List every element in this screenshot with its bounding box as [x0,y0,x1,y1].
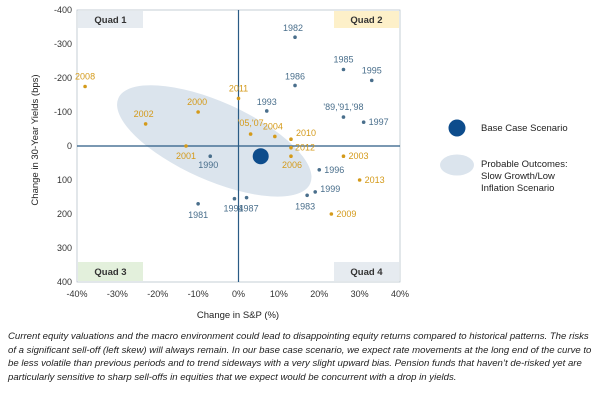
data-label: 1999 [320,184,340,194]
data-point-orange [341,154,346,158]
data-label: 1987 [239,204,259,214]
data-label: 2009 [336,209,356,219]
data-label: 1986 [285,71,305,81]
base-case-marker [252,148,269,165]
data-point-orange [289,145,293,150]
data-label: 1995 [362,65,382,75]
chart-caption: Current equity valuations and the macro … [8,331,592,383]
data-point-orange [184,144,188,148]
quadrant-box-1 [78,11,143,28]
y-tick-label: 100 [57,175,72,185]
x-tick-label: -10% [188,289,209,299]
data-label: 1985 [333,55,353,65]
y-tick-label: -200 [54,73,72,83]
x-tick-label: -30% [107,289,128,299]
x-tick-label: -40% [66,289,87,299]
y-tick-label: -300 [54,39,72,49]
x-tick-label: 40% [391,289,409,299]
data-label: '89,'91,'98 [323,102,363,112]
data-point-blue [293,83,297,88]
quadrant-box-2 [334,11,399,28]
data-label: 1982 [283,23,303,33]
data-point-blue [369,78,374,83]
x-tick-label: 20% [310,289,328,299]
data-point-orange [236,96,241,101]
quadrant-box-4 [334,262,399,281]
data-label: 1990 [198,160,218,170]
x-tick-label: 30% [351,289,369,299]
data-label: 2003 [348,151,368,161]
data-label: 2004 [263,121,283,131]
data-point-blue [317,168,322,172]
data-point-orange [357,178,362,182]
y-tick-label: 0 [67,141,72,151]
data-label: 2010 [296,128,316,138]
probable-outcomes-ellipse [117,85,312,197]
data-point-orange [329,212,334,216]
x-axis-title: Change in S&P (%) [197,310,279,321]
quadrant-label-2: Quad 2 [350,15,382,26]
scenario-scatter-chart: Quad 1 Quad 2 Quad 3 Quad 4 -40% -30% -20% -10%… [30,5,568,321]
data-point-blue [232,196,237,201]
data-label: 2000 [187,97,207,107]
legend-base-case-label: Base Case Scenario [481,123,568,134]
data-label: 2013 [365,175,385,185]
data-label: 1997 [369,117,389,127]
data-point-orange [83,84,87,89]
legend-probable-outcomes-swatch [440,154,474,176]
data-label: 2006 [282,160,302,170]
data-point-orange [196,110,200,114]
data-label: 1996 [324,165,344,175]
data-point-blue [196,202,200,206]
quadrant-label-1: Quad 1 [94,15,127,26]
x-tick-label: 10% [270,289,288,299]
data-point-blue [361,120,366,124]
data-label: 2001 [176,151,196,161]
data-label: 1983 [295,201,315,211]
data-point-orange [289,137,293,141]
data-label: 2012 [295,143,315,153]
data-point-orange [248,132,253,136]
data-point-blue [305,193,309,198]
data-point-blue [293,35,297,39]
data-label: '05,'07 [238,118,264,128]
quadrant-box-3 [78,262,143,281]
data-point-orange [143,122,148,126]
data-point-orange [273,134,277,139]
quadrant-label-3: Quad 3 [94,267,126,278]
data-label: 1993 [257,97,277,107]
data-point-orange [289,154,293,158]
data-label: 2002 [134,109,154,119]
data-point-blue [341,67,346,72]
y-tick-label: -400 [54,5,72,15]
data-label: 2011 [229,83,248,93]
y-tick-label: 400 [57,277,72,287]
legend-base-case-swatch [448,119,466,137]
y-tick-label: 300 [57,243,72,253]
x-tick-label: 0% [232,289,245,299]
data-label: 2008 [75,72,95,82]
data-point-blue [208,154,213,158]
data-label: 1981 [188,210,208,220]
data-point-blue [341,115,346,119]
data-point-blue [244,195,249,200]
y-axis-title: Change in 30-Year Yields (bps) [30,74,41,205]
data-point-blue [264,109,269,113]
y-tick-label: -100 [54,107,72,117]
y-tick-label: 200 [57,209,72,219]
legend-probable-outcomes-label: Probable Outcomes: Slow Growth/Low Inflati… [481,159,568,194]
quadrant-label-4: Quad 4 [350,267,383,278]
data-label: 1994 [223,204,243,214]
x-tick-label: -20% [147,289,168,299]
data-point-blue [313,190,318,194]
